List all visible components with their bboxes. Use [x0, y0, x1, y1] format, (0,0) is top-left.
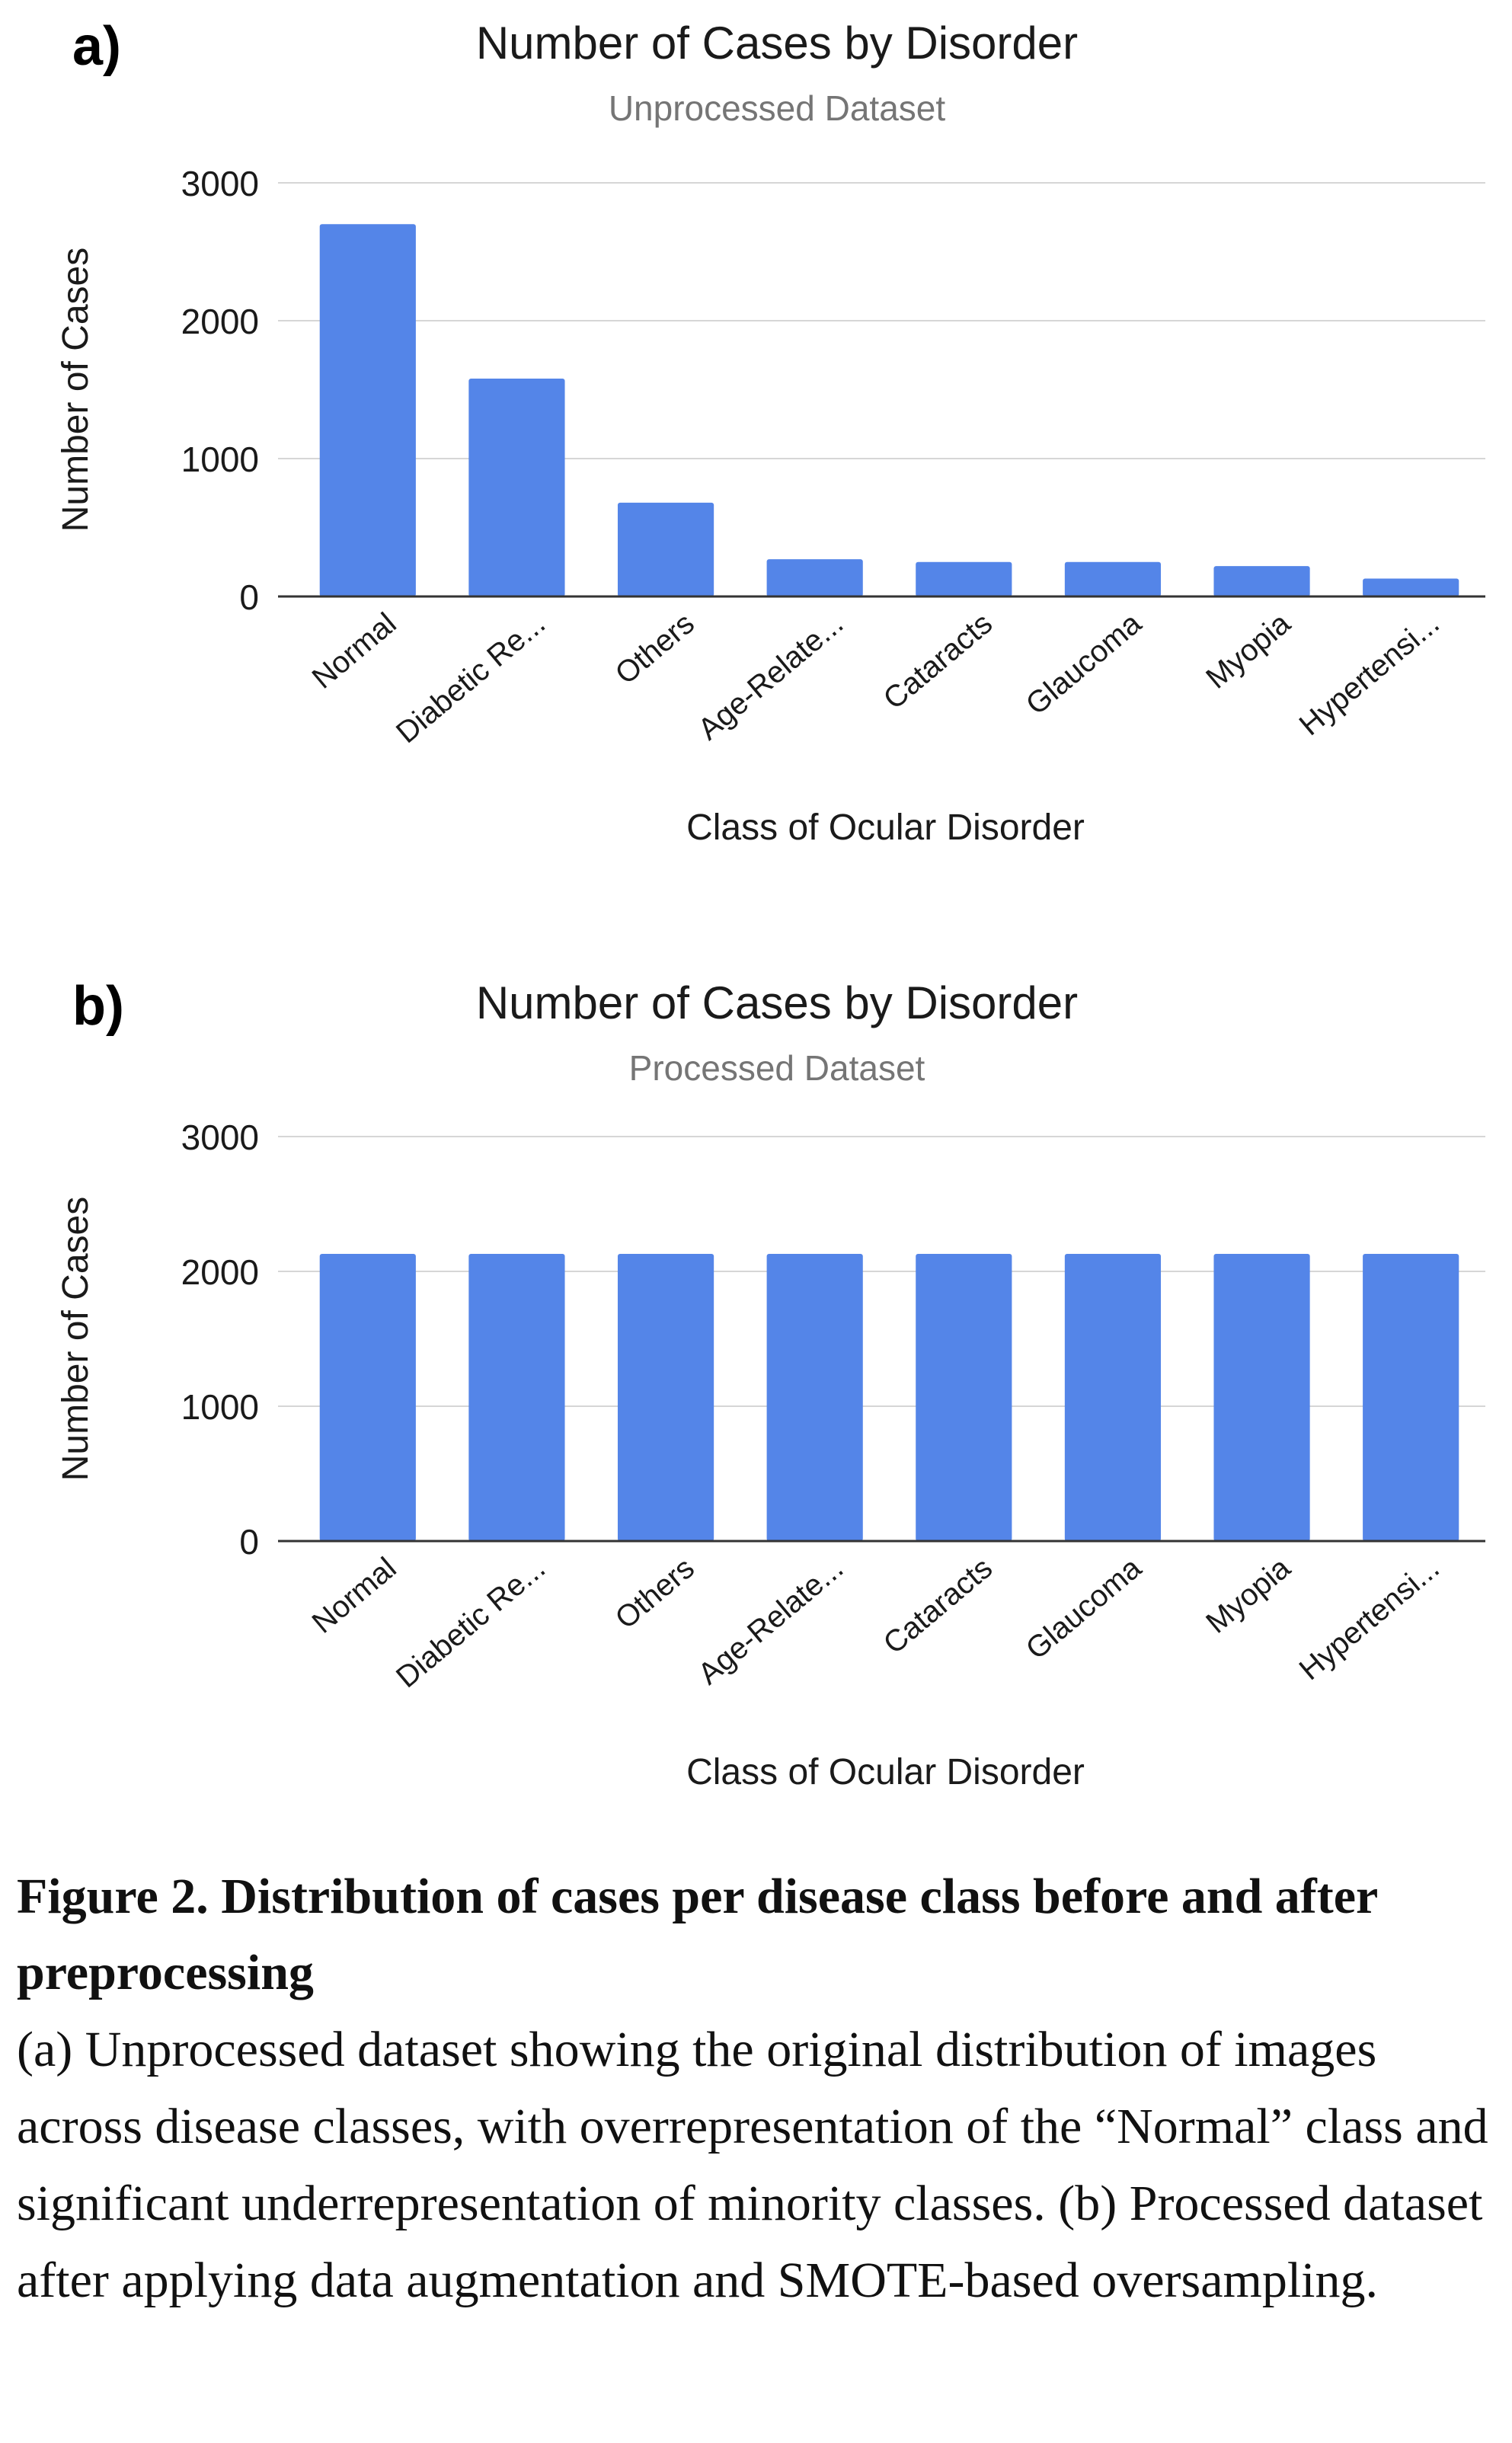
chart-subtitle-a: Unprocessed Dataset: [608, 88, 946, 128]
bar: [468, 1253, 565, 1541]
chart-panel-a: 0 1000 2000 3000 Normal Diabetic Re... Others A…: [0, 0, 1512, 914]
bar: [1363, 578, 1459, 596]
figure-caption: Figure 2. Distribution of cases per dise…: [17, 1859, 1502, 2319]
bar: [1064, 1253, 1162, 1541]
x-tick-label: Age-Relate...: [692, 606, 849, 747]
chart-subtitle-b: Processed Dataset: [628, 1048, 925, 1088]
x-tick-label: Hypertensi...: [1293, 606, 1446, 742]
y-tick-label: 1000: [181, 1387, 259, 1427]
bar: [1064, 561, 1162, 596]
x-tick-label: Others: [609, 1551, 701, 1636]
x-tick-label: Normal: [306, 606, 403, 695]
chart-panel-b: 0 1000 2000 3000 Normal Diabetic Re... Others A…: [0, 960, 1512, 1843]
x-tick-label: Myopia: [1200, 1551, 1297, 1640]
bar: [1213, 566, 1310, 596]
x-tick-label: Cataracts: [877, 606, 999, 716]
bar: [468, 379, 565, 596]
bar: [1363, 1253, 1459, 1541]
y-tick-label: 0: [239, 1522, 259, 1562]
bar: [766, 1253, 863, 1541]
x-axis-title: Class of Ocular Disorder: [686, 1752, 1085, 1792]
y-tick-label: 2000: [181, 302, 259, 341]
x-tick-label: Glaucoma: [1020, 606, 1149, 721]
y-tick-label: 2000: [181, 1252, 259, 1292]
x-tick-label: Diabetic Re...: [390, 606, 551, 750]
x-axis-title: Class of Ocular Disorder: [686, 807, 1085, 848]
y-tick-label: 1000: [181, 440, 259, 479]
x-tick-label: Age-Relate...: [692, 1551, 849, 1691]
x-tick-label: Hypertensi...: [1293, 1551, 1446, 1687]
bar: [617, 1253, 714, 1541]
bar: [1213, 1253, 1310, 1541]
panel-label-b: b): [72, 976, 124, 1037]
x-tick-label: Myopia: [1200, 606, 1297, 695]
x-tick-label: Diabetic Re...: [390, 1551, 551, 1694]
y-tick-label: 3000: [181, 164, 259, 203]
caption-body: (a) Unprocessed dataset showing the orig…: [17, 2022, 1488, 2308]
y-axis-title: Number of Cases: [56, 1197, 96, 1481]
y-tick-label: 3000: [181, 1118, 259, 1157]
x-tick-label: Cataracts: [877, 1551, 999, 1661]
bar: [319, 224, 416, 596]
x-tick-label: Normal: [306, 1551, 403, 1640]
chart-title-b: Number of Cases by Disorder: [475, 977, 1079, 1028]
panel-label-a: a): [72, 16, 122, 77]
chart-title-a: Number of Cases by Disorder: [475, 18, 1079, 69]
bar: [766, 559, 863, 596]
x-tick-label: Others: [609, 606, 701, 691]
y-axis-title: Number of Cases: [56, 248, 96, 532]
bar: [916, 1253, 1012, 1541]
bar: [916, 561, 1012, 596]
bar: [617, 502, 714, 596]
y-tick-label: 0: [239, 577, 259, 617]
caption-title: Figure 2. Distribution of cases per dise…: [17, 1869, 1378, 2000]
x-tick-label: Glaucoma: [1020, 1551, 1149, 1666]
bar: [319, 1253, 416, 1541]
